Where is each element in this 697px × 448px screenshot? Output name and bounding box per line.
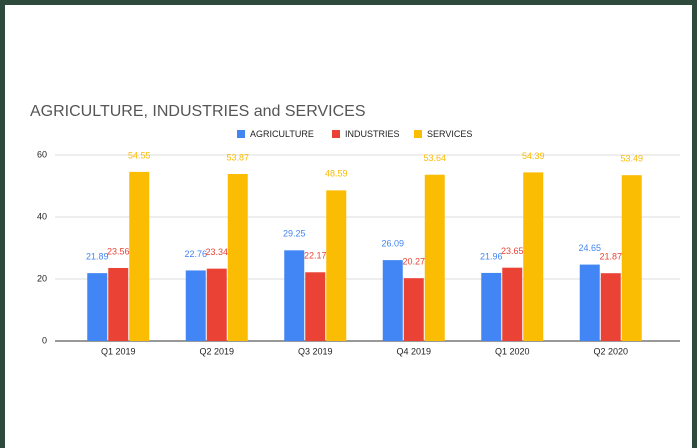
bar	[326, 190, 347, 341]
value-label: 23.56	[107, 246, 130, 256]
value-label: 20.27	[402, 257, 425, 267]
value-label: 53.87	[226, 152, 249, 162]
bar	[621, 175, 642, 341]
y-tick-label: 0	[42, 335, 47, 345]
value-label: 23.65	[501, 246, 524, 256]
bar	[424, 174, 445, 341]
bar	[481, 272, 502, 341]
bar	[403, 278, 424, 341]
bar	[284, 250, 305, 341]
value-label: 53.49	[620, 154, 643, 164]
bar	[305, 272, 326, 341]
legend-label: SERVICES	[427, 129, 472, 139]
x-tick-label: Q1 2019	[101, 346, 136, 356]
value-label: 54.55	[128, 150, 151, 160]
value-label: 53.64	[423, 153, 446, 163]
x-tick-label: Q3 2019	[298, 346, 333, 356]
value-label: 54.39	[522, 151, 545, 161]
value-label: 21.87	[599, 252, 622, 262]
value-label: 26.09	[381, 238, 404, 248]
x-tick-label: Q2 2019	[199, 346, 234, 356]
y-tick-label: 60	[37, 149, 47, 159]
value-label: 48.59	[325, 169, 348, 179]
legend-label: AGRICULTURE	[250, 129, 314, 139]
bar	[523, 172, 544, 341]
y-tick-label: 20	[37, 273, 47, 283]
value-label: 29.25	[283, 229, 306, 239]
bar	[382, 260, 403, 341]
bar	[227, 174, 248, 341]
x-tick-label: Q1 2020	[495, 346, 530, 356]
x-tick-label: Q2 2020	[593, 346, 628, 356]
x-tick-label: Q4 2019	[396, 346, 431, 356]
y-tick-label: 40	[37, 211, 47, 221]
value-label: 22.17	[304, 251, 327, 261]
legend-swatch	[332, 130, 340, 138]
bar	[108, 267, 129, 341]
bar	[185, 270, 206, 341]
value-label: 21.89	[86, 252, 109, 262]
value-label: 24.65	[578, 243, 601, 253]
bar	[129, 171, 150, 341]
bar	[600, 273, 621, 341]
legend-swatch	[237, 130, 245, 138]
legend-swatch	[414, 130, 422, 138]
bar	[502, 267, 523, 341]
legend-label: INDUSTRIES	[345, 129, 400, 139]
bar	[87, 273, 108, 341]
bar	[579, 264, 600, 341]
value-label: 23.34	[205, 247, 228, 257]
value-label: 21.96	[480, 251, 503, 261]
chart-title: AGRICULTURE, INDUSTRIES and SERVICES	[30, 103, 366, 120]
value-label: 22.76	[184, 249, 207, 259]
bar	[206, 268, 227, 341]
